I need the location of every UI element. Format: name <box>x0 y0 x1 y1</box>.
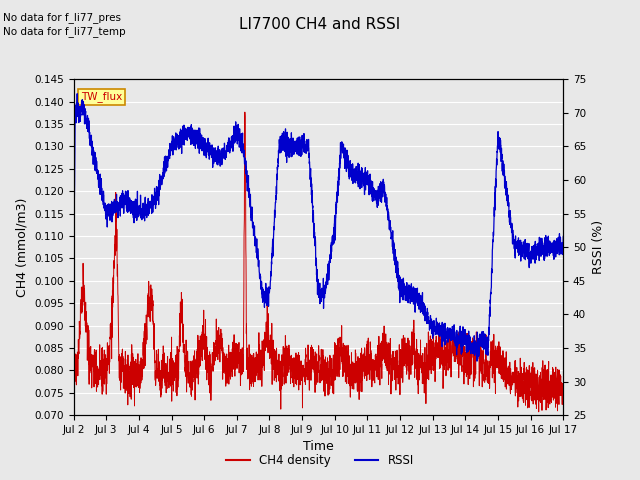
Text: TW_flux: TW_flux <box>81 91 122 102</box>
Text: No data for f_li77_temp: No data for f_li77_temp <box>3 26 126 37</box>
Y-axis label: CH4 (mmol/m3): CH4 (mmol/m3) <box>15 197 29 297</box>
Legend: CH4 density, RSSI: CH4 density, RSSI <box>221 449 419 472</box>
Text: LI7700 CH4 and RSSI: LI7700 CH4 and RSSI <box>239 17 401 32</box>
Text: No data for f_li77_pres: No data for f_li77_pres <box>3 12 121 23</box>
Y-axis label: RSSI (%): RSSI (%) <box>592 220 605 274</box>
X-axis label: Time: Time <box>303 441 334 454</box>
